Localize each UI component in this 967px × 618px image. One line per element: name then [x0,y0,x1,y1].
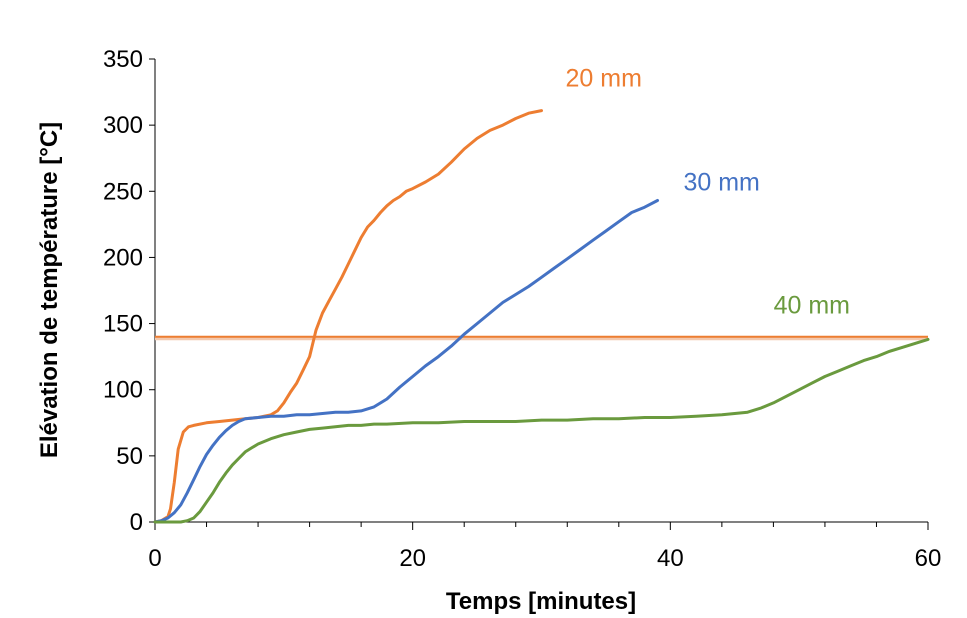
series-label-3: 40 mm [774,291,850,319]
y-tick-label: 350 [103,46,143,73]
y-tick-label: 200 [103,244,143,271]
series-labels: 20 mm 30 mm 40 mm [566,65,851,320]
x-axis: 0 20 40 60 [148,521,942,572]
series-label-1: 20 mm [566,65,642,93]
y-axis: 0 50 100 150 200 250 300 350 [103,46,156,536]
series-line-2 [153,199,659,524]
y-tick-label: 250 [103,178,143,205]
series-line-3 [153,337,930,524]
series-lines [153,109,930,524]
x-tick-label: 60 [915,545,942,572]
x-axis-title: Temps [minutes] [446,588,636,615]
y-tick-label: 0 [130,509,143,536]
series-label-2: 30 mm [683,169,759,197]
reference-lines [155,335,928,341]
x-tick-label: 20 [399,545,426,572]
y-tick-label: 100 [103,377,143,404]
x-tick-label: 40 [657,545,684,572]
y-tick-label: 300 [103,112,143,139]
y-axis-title: Elévation de température [°C] [36,122,63,458]
series-line-1 [153,109,543,524]
y-tick-label: 150 [103,311,143,338]
y-tick-label: 50 [116,443,143,470]
x-tick-label: 0 [148,545,161,572]
